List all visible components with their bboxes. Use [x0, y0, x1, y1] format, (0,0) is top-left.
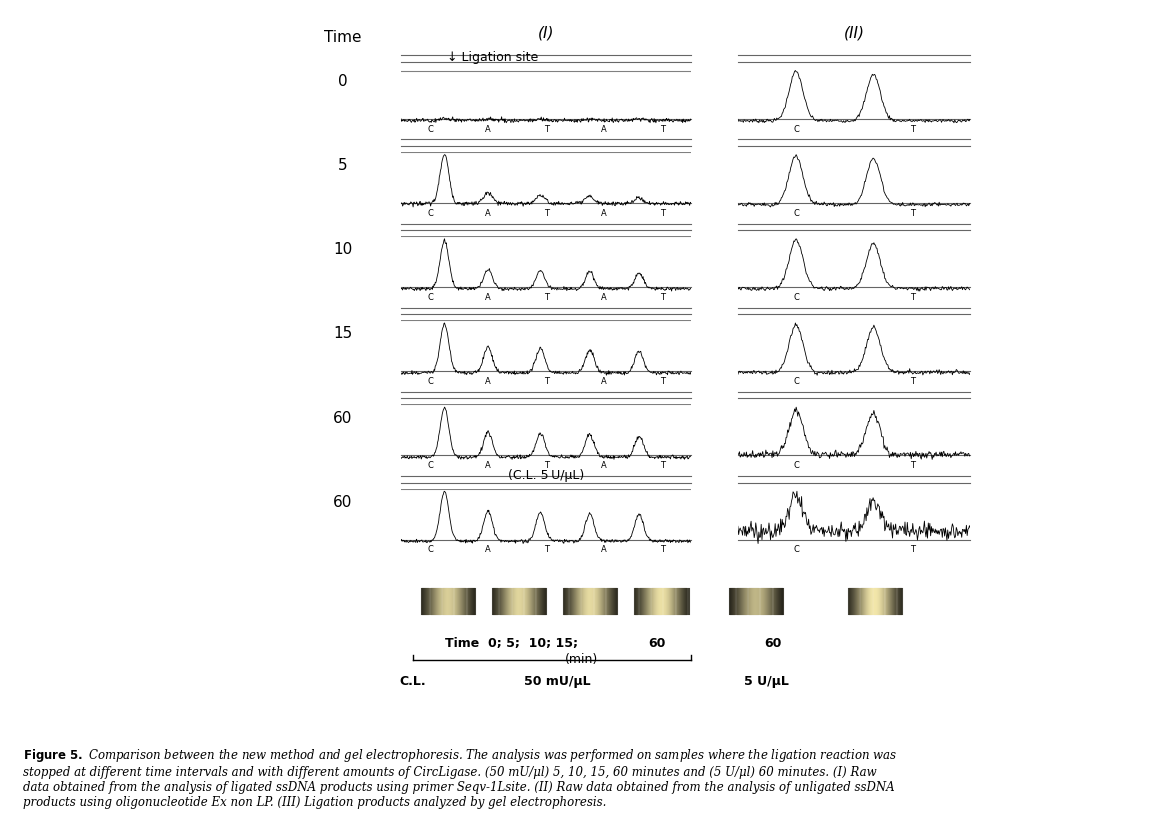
Text: T: T	[660, 293, 665, 302]
Text: T: T	[660, 125, 665, 134]
Text: T: T	[910, 377, 914, 386]
Text: T: T	[660, 377, 665, 386]
Text: 60: 60	[648, 637, 665, 650]
Text: C: C	[792, 377, 799, 386]
Text: (II): (II)	[844, 26, 865, 40]
Text: 15: 15	[333, 327, 352, 342]
Text: A: A	[602, 377, 607, 386]
Text: A: A	[602, 209, 607, 218]
Text: T: T	[544, 461, 548, 470]
Text: A: A	[602, 545, 607, 554]
Text: C: C	[792, 461, 799, 470]
Text: T: T	[910, 125, 914, 134]
Text: (I): (I)	[538, 26, 554, 40]
Text: A: A	[486, 293, 490, 302]
Text: Time: Time	[324, 30, 361, 45]
Text: A: A	[486, 545, 490, 554]
Text: T: T	[910, 293, 914, 302]
Text: T: T	[544, 209, 548, 218]
Text: T: T	[660, 545, 665, 554]
Text: 5: 5	[338, 158, 347, 173]
Text: C.L.: C.L.	[400, 675, 425, 688]
Text: A: A	[486, 461, 490, 470]
Text: 0: 0	[338, 74, 347, 89]
Text: 10: 10	[333, 243, 352, 257]
Text: 60: 60	[333, 495, 352, 510]
Text: T: T	[910, 545, 914, 554]
Text: T: T	[910, 209, 914, 218]
Text: 5 U/μL: 5 U/μL	[745, 675, 789, 688]
Text: A: A	[486, 377, 490, 386]
Text: T: T	[660, 209, 665, 218]
Text: 60: 60	[333, 411, 352, 426]
Text: 60: 60	[765, 637, 781, 650]
Text: T: T	[544, 377, 548, 386]
Text: T: T	[544, 125, 548, 134]
Text: 50 mU/μL: 50 mU/μL	[524, 675, 591, 688]
Text: C: C	[426, 545, 433, 554]
Text: C: C	[792, 125, 799, 134]
Text: A: A	[486, 125, 490, 134]
Text: C: C	[426, 125, 433, 134]
Text: C: C	[426, 461, 433, 470]
Text: T: T	[544, 545, 548, 554]
Text: C: C	[792, 209, 799, 218]
Text: $\bf{Figure\ 5.}$ Comparison between the new method and gel electrophoresis. The: $\bf{Figure\ 5.}$ Comparison between the…	[23, 747, 898, 808]
Text: A: A	[602, 461, 607, 470]
Text: C: C	[792, 545, 799, 554]
Text: (C.L. 5 U/μL): (C.L. 5 U/μL)	[508, 469, 584, 482]
Text: A: A	[602, 125, 607, 134]
Text: C: C	[426, 209, 433, 218]
Text: T: T	[544, 293, 548, 302]
Text: (min): (min)	[565, 653, 597, 667]
Text: C: C	[426, 377, 433, 386]
Text: C: C	[426, 293, 433, 302]
Text: C: C	[792, 293, 799, 302]
Text: A: A	[486, 209, 490, 218]
Text: Time  0; 5;  10; 15;: Time 0; 5; 10; 15;	[445, 637, 578, 650]
Text: T: T	[910, 461, 914, 470]
Text: A: A	[602, 293, 607, 302]
Text: T: T	[660, 461, 665, 470]
Text: ↓ Ligation site: ↓ Ligation site	[447, 51, 539, 64]
